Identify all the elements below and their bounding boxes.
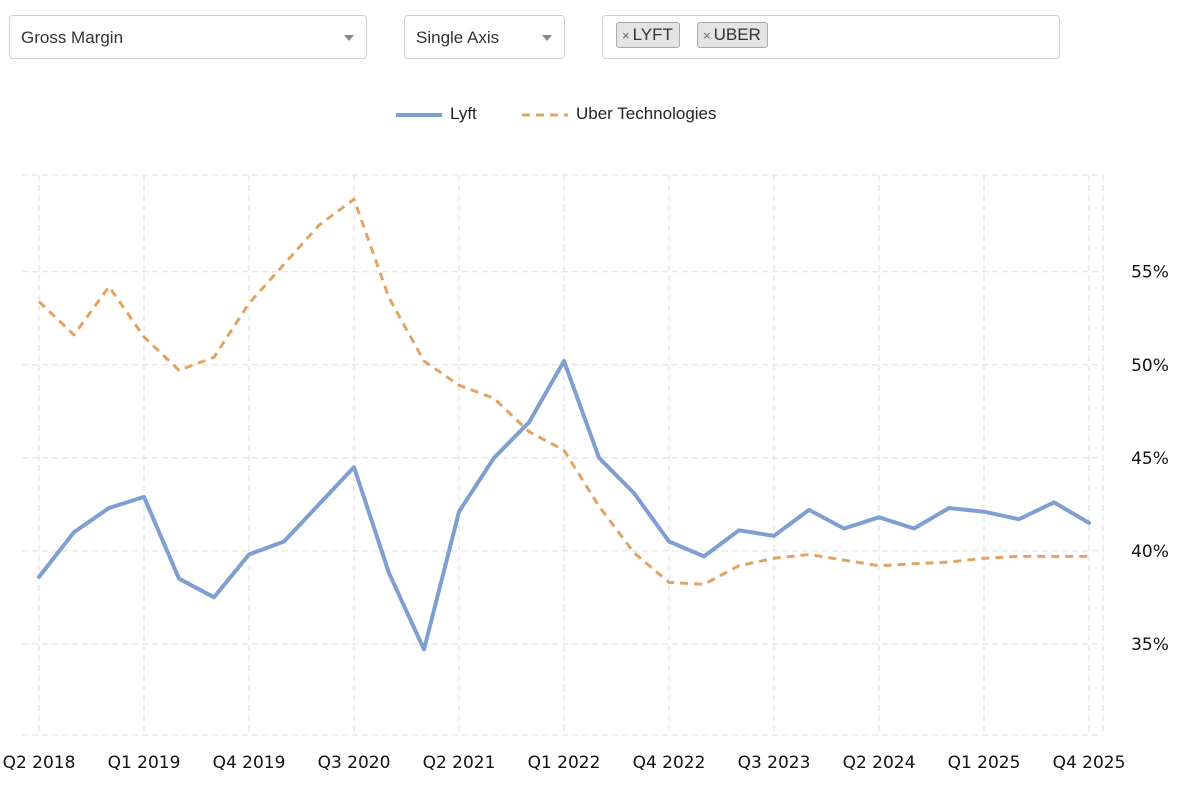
remove-icon[interactable]: × xyxy=(703,28,711,43)
ticker-chip-lyft[interactable]: × LYFT xyxy=(616,22,680,48)
ticker-chip-label: LYFT xyxy=(632,25,673,44)
legend-swatch-lyft xyxy=(396,113,442,117)
axis-mode-select-value: Single Axis xyxy=(416,28,500,47)
x-tick-label: Q2 2024 xyxy=(843,753,916,773)
x-tick-label: Q1 2022 xyxy=(528,753,601,773)
x-tick-label: Q3 2023 xyxy=(738,753,811,773)
y-tick-label: 55% xyxy=(1131,263,1169,283)
ticker-multiselect[interactable]: × LYFT × UBER xyxy=(602,15,1060,59)
y-tick-label: 35% xyxy=(1131,635,1169,655)
x-tick-label: Q2 2018 xyxy=(3,753,76,773)
x-tick-label: Q4 2019 xyxy=(213,753,286,773)
chevron-down-icon xyxy=(344,35,354,41)
y-tick-label: 50% xyxy=(1131,356,1169,376)
metric-select[interactable]: Gross Margin xyxy=(9,15,367,59)
metric-select-value: Gross Margin xyxy=(21,28,124,47)
remove-icon[interactable]: × xyxy=(622,28,630,43)
x-tick-label: Q4 2025 xyxy=(1053,753,1126,773)
x-tick-label: Q3 2020 xyxy=(318,753,391,773)
x-tick-label: Q4 2022 xyxy=(633,753,706,773)
series-line-uber-technologies xyxy=(37,197,1089,586)
y-tick-label: 40% xyxy=(1131,542,1169,562)
x-tick-label: Q2 2021 xyxy=(423,753,496,773)
x-tick-label: Q1 2019 xyxy=(108,753,181,773)
chevron-down-icon xyxy=(542,35,552,41)
axis-mode-select[interactable]: Single Axis xyxy=(404,15,565,59)
legend-label-uber: Uber Technologies xyxy=(576,104,717,123)
legend-swatch-uber xyxy=(522,113,568,117)
y-tick-label: 45% xyxy=(1131,449,1169,469)
series-line-lyft xyxy=(37,359,1091,652)
x-tick-label: Q1 2025 xyxy=(948,753,1021,773)
ticker-chip-label: UBER xyxy=(713,25,761,44)
chart-legend: Lyft Uber Technologies xyxy=(0,103,1178,127)
ticker-chip-uber[interactable]: × UBER xyxy=(697,22,768,48)
legend-label-lyft: Lyft xyxy=(450,104,477,123)
